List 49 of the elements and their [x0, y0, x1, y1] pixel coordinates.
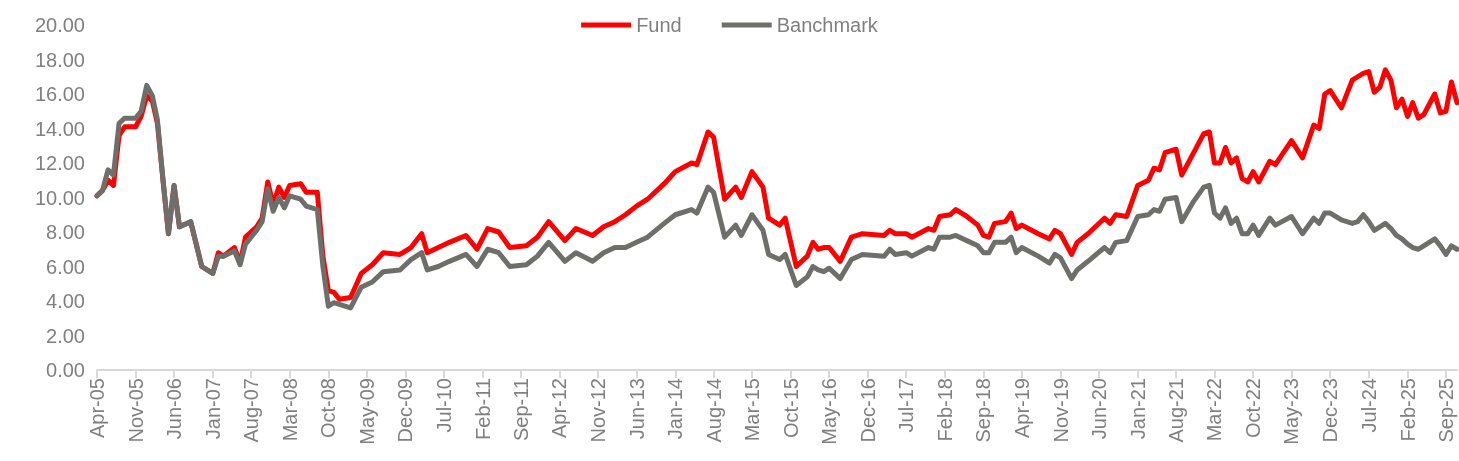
y-tick-label: 8.00 — [46, 221, 85, 243]
x-tick-label: Jan-21 — [1126, 378, 1149, 440]
y-tick-label: 4.00 — [46, 290, 85, 312]
x-tick-label: Aug-14 — [702, 378, 725, 443]
x-tick-label: May-16 — [818, 378, 841, 445]
x-tick-label: Apr-12 — [548, 378, 571, 439]
x-tick-label: Jan-14 — [664, 378, 687, 440]
x-tick-label: Oct-22 — [1242, 378, 1265, 439]
x-tick-label: Jun-06 — [163, 378, 186, 440]
x-tick-label: Dec-23 — [1319, 378, 1342, 443]
y-tick-label: 10.00 — [34, 186, 85, 209]
x-tick-label: Jul-17 — [895, 378, 918, 433]
x-tick-label: Feb-25 — [1396, 378, 1419, 442]
x-tick-label: Oct-15 — [779, 378, 802, 439]
x-tick-label: Mar-08 — [278, 378, 301, 442]
x-tick-label: Feb-11 — [471, 378, 494, 440]
x-tick-label: Dec-09 — [394, 378, 417, 443]
y-tick-label: 18.00 — [34, 48, 85, 71]
x-tick-label: Sep-11 — [509, 378, 532, 442]
x-tick-label: Feb-18 — [934, 378, 957, 442]
x-tick-label: Sep-25 — [1434, 378, 1457, 443]
x-tick-label: Jun-20 — [1088, 378, 1111, 440]
legend-label: Banchmark — [776, 14, 879, 36]
y-tick-label: 12.00 — [34, 152, 85, 174]
x-tick-label: Nov-19 — [1049, 378, 1072, 443]
x-tick-label: Apr-05 — [86, 378, 108, 439]
x-tick-label: May-23 — [1280, 378, 1303, 445]
y-tick-label: 2.00 — [46, 324, 85, 347]
x-tick-label: Jul-24 — [1357, 378, 1380, 433]
x-tick-label: Aug-07 — [240, 378, 263, 443]
x-tick-label: Aug-21 — [1165, 378, 1188, 443]
y-tick-label: 14.00 — [34, 117, 85, 140]
x-tick-label: Jan-07 — [201, 378, 224, 440]
x-tick-label: Apr-19 — [1010, 378, 1033, 439]
y-tick-label: 6.00 — [46, 255, 85, 278]
legend-label: Fund — [636, 14, 682, 36]
x-tick-label: Mar-15 — [740, 378, 763, 442]
y-tick-label: 20.00 — [34, 14, 85, 36]
x-tick-label: Nov-12 — [587, 378, 610, 443]
x-tick-label: Jun-13 — [625, 378, 648, 440]
y-tick-label: 0.00 — [46, 359, 85, 381]
x-tick-label: Nov-05 — [124, 378, 147, 443]
x-tick-label: Mar-22 — [1203, 378, 1226, 442]
x-tick-label: Dec-16 — [856, 378, 879, 443]
x-tick-label: Oct-08 — [317, 378, 340, 439]
x-tick-label: Jul-10 — [432, 378, 455, 433]
x-tick-label: Sep-18 — [972, 378, 995, 443]
x-tick-label: May-09 — [355, 378, 378, 445]
y-tick-label: 16.00 — [34, 83, 85, 105]
